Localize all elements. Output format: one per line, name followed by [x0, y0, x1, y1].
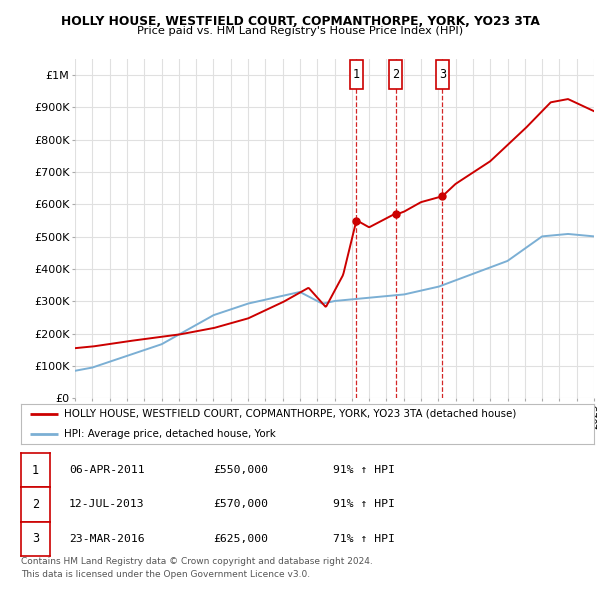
Text: 3: 3: [32, 532, 39, 545]
FancyBboxPatch shape: [389, 60, 403, 88]
Text: This data is licensed under the Open Government Licence v3.0.: This data is licensed under the Open Gov…: [21, 571, 310, 579]
Text: 71% ↑ HPI: 71% ↑ HPI: [333, 534, 395, 543]
Text: £550,000: £550,000: [213, 466, 268, 475]
Text: HPI: Average price, detached house, York: HPI: Average price, detached house, York: [64, 429, 276, 438]
Text: £625,000: £625,000: [213, 534, 268, 543]
Text: 1: 1: [32, 464, 39, 477]
Text: 1: 1: [353, 68, 360, 81]
Text: 3: 3: [439, 68, 446, 81]
Text: 91% ↑ HPI: 91% ↑ HPI: [333, 500, 395, 509]
Text: 23-MAR-2016: 23-MAR-2016: [69, 534, 145, 543]
Text: Price paid vs. HM Land Registry's House Price Index (HPI): Price paid vs. HM Land Registry's House …: [137, 26, 463, 36]
Text: £570,000: £570,000: [213, 500, 268, 509]
Text: 12-JUL-2013: 12-JUL-2013: [69, 500, 145, 509]
Text: 2: 2: [392, 68, 400, 81]
FancyBboxPatch shape: [350, 60, 363, 88]
Text: 06-APR-2011: 06-APR-2011: [69, 466, 145, 475]
Text: HOLLY HOUSE, WESTFIELD COURT, COPMANTHORPE, YORK, YO23 3TA (detached house): HOLLY HOUSE, WESTFIELD COURT, COPMANTHOR…: [64, 409, 517, 418]
Text: Contains HM Land Registry data © Crown copyright and database right 2024.: Contains HM Land Registry data © Crown c…: [21, 558, 373, 566]
Text: 2: 2: [32, 498, 39, 511]
FancyBboxPatch shape: [436, 60, 449, 88]
Text: 91% ↑ HPI: 91% ↑ HPI: [333, 466, 395, 475]
Text: HOLLY HOUSE, WESTFIELD COURT, COPMANTHORPE, YORK, YO23 3TA: HOLLY HOUSE, WESTFIELD COURT, COPMANTHOR…: [61, 15, 539, 28]
